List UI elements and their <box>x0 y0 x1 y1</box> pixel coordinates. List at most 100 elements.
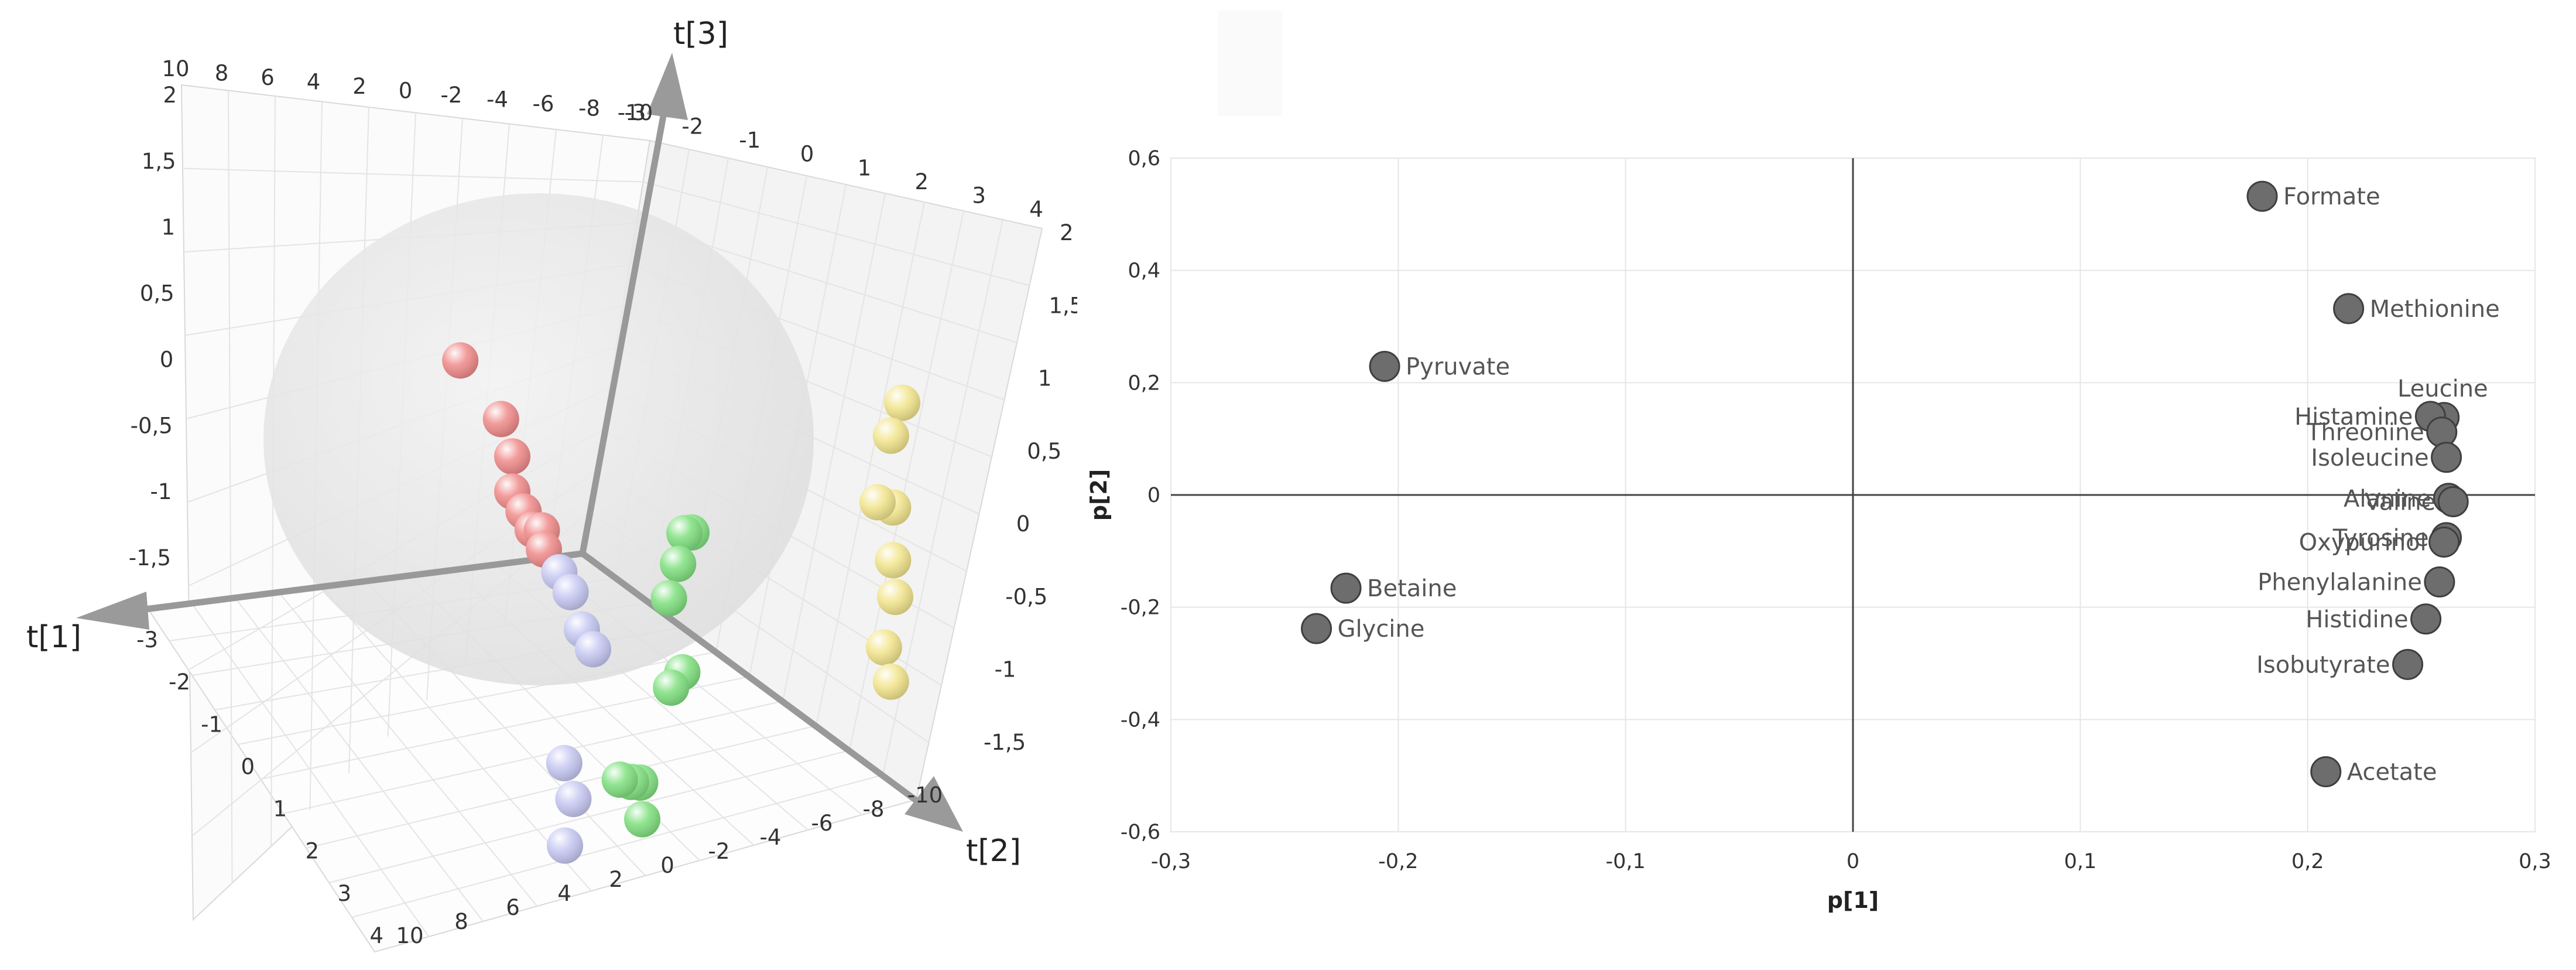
t3-left-tick: 2 <box>163 83 177 108</box>
y-tick-label: -0,2 <box>1121 596 1160 620</box>
point-label: Threonine <box>2306 419 2424 446</box>
loading-point[interactable] <box>2428 527 2460 558</box>
loading-points: Formate Methionine Pyruvate LeucineHistamin… <box>1301 180 2500 787</box>
y-tick-label: 0 <box>1147 484 1160 507</box>
t2-back-tick: -4 <box>487 87 508 112</box>
score-point-shade <box>547 827 583 864</box>
loading-point[interactable] <box>2333 293 2365 325</box>
x-tick-labels: -0,3 -0,2 -0,1 0 0,1 0,2 0,3 <box>1151 850 2551 873</box>
t2-front-tick: -8 <box>863 797 885 822</box>
y-tick-label: 0,6 <box>1128 147 1160 170</box>
score-point-shade <box>666 515 703 552</box>
t1-back-tick: -3 <box>625 100 646 125</box>
t2-front-tick: -6 <box>811 811 833 836</box>
score-point-shade <box>555 781 592 817</box>
x-tick-label: 0,2 <box>2291 850 2324 873</box>
t1-back-tick: 1 <box>858 155 872 180</box>
score-point-shade <box>872 417 909 454</box>
loading-point[interactable] <box>1369 351 1400 382</box>
t3-left-tick: 1 <box>162 215 176 240</box>
t3-right-tick: 0 <box>1016 511 1030 537</box>
t2-back-tick: -6 <box>533 91 554 117</box>
t2-front-tick: 4 <box>557 881 571 906</box>
t1-front-tick: 1 <box>273 797 287 822</box>
loading-point[interactable] <box>2424 566 2455 598</box>
y-tick-label: -0,6 <box>1121 821 1160 844</box>
t2-back-tick: 8 <box>215 61 229 86</box>
score-point-shade <box>660 545 697 582</box>
point-label: Glycine <box>1338 616 1425 643</box>
t3-left-tick: -1 <box>150 479 172 504</box>
x-tick-label: -0,2 <box>1378 850 1418 873</box>
point-label: Histidine <box>2306 606 2408 633</box>
t3-left-tick: 1,5 <box>142 149 176 174</box>
score-plot-3d: t[3] t[1] t[2] 10 8 6 4 2 0 -2 -4 -6 -8 -10-3-2-10… <box>26 16 1077 953</box>
y-axis-label: p[2] <box>1086 469 1112 521</box>
t2-front-tick: -10 <box>907 783 943 808</box>
point-label: Pyruvate <box>1406 354 1510 381</box>
t1-front-tick: -2 <box>169 670 190 695</box>
t2-back-tick: 4 <box>307 70 321 95</box>
score-point-shade <box>865 629 902 666</box>
t1-back-tick: 0 <box>800 142 814 167</box>
loading-point[interactable] <box>1330 572 1362 604</box>
score-point-shade <box>884 384 920 421</box>
point-label: Formate <box>2283 183 2380 210</box>
t2-front-tick: -2 <box>708 839 730 864</box>
score-point-shade <box>875 542 912 579</box>
t2-front-tick: 0 <box>660 853 674 878</box>
score-point-shade <box>872 663 909 700</box>
loading-point[interactable] <box>2392 648 2424 680</box>
score-point-shade <box>494 438 530 475</box>
score-point-shade <box>552 573 589 610</box>
score-point-shade <box>859 484 896 521</box>
loading-plot: -0,3 -0,2 -0,1 0 0,1 0,2 0,3 0,60,40,20-0,2-0,… <box>1086 147 2551 913</box>
t3-left-tick: 0,5 <box>140 281 174 306</box>
loading-point[interactable] <box>2431 442 2462 473</box>
loading-point[interactable] <box>2426 416 2458 448</box>
t2-arrow-head <box>905 776 963 832</box>
t3-arrow-head <box>647 53 688 120</box>
score-point-shade <box>877 579 913 615</box>
point-label: Valine <box>2365 489 2435 516</box>
t1-back-tick: 3 <box>972 183 986 208</box>
y-tick-label: -0,4 <box>1121 708 1160 732</box>
score-points <box>442 342 920 864</box>
axis-label-t3: t[3] <box>673 16 728 52</box>
loading-point[interactable] <box>2246 180 2278 212</box>
t2-back-tick: 0 <box>399 78 413 104</box>
axis-label-t2: t[2] <box>966 834 1021 869</box>
t3-right-tick: 1 <box>1038 366 1052 391</box>
point-label: Oxypurinol <box>2299 530 2427 556</box>
t2-back-tick: -2 <box>441 83 463 108</box>
t3-right-tick: 0,5 <box>1027 439 1061 464</box>
loading-point[interactable] <box>2410 603 2442 635</box>
t2-front-tick: 8 <box>454 909 468 934</box>
score-point-shade <box>624 801 660 838</box>
loading-point[interactable] <box>2310 756 2342 787</box>
zero-lines <box>1171 158 2535 832</box>
t2-front-tick: 10 <box>396 923 423 948</box>
t2-back-tick: 10 <box>162 56 189 81</box>
score-point-shade <box>546 744 583 781</box>
t3-right-tick: -1,5 <box>984 730 1026 755</box>
t1-front-tick: -1 <box>201 712 222 737</box>
hotelling-sphere <box>263 193 814 685</box>
t1-front-tick: 0 <box>241 754 255 779</box>
point-label: Isoleucine <box>2311 445 2428 472</box>
t2-back-tick: -8 <box>578 96 600 121</box>
t1-front-tick: 3 <box>337 881 351 906</box>
loading-point[interactable] <box>1301 613 1332 644</box>
t2-back-tick: -10 <box>618 100 653 125</box>
point-label: Leucine <box>2397 375 2488 402</box>
t3-left-tick: -0,5 <box>131 413 173 438</box>
t1-front-tick: 4 <box>369 923 383 948</box>
point-label: Acetate <box>2347 759 2437 785</box>
x-tick-label: 0,1 <box>2064 850 2097 873</box>
t1-back-tick: -2 <box>681 114 703 139</box>
point-label: Isobutyrate <box>2256 651 2390 678</box>
t3-right-tick: 2 <box>1060 220 1074 245</box>
t1-back-tick: 2 <box>915 169 929 194</box>
t2-back-tick: 2 <box>352 74 366 99</box>
loading-point[interactable] <box>2437 486 2469 517</box>
